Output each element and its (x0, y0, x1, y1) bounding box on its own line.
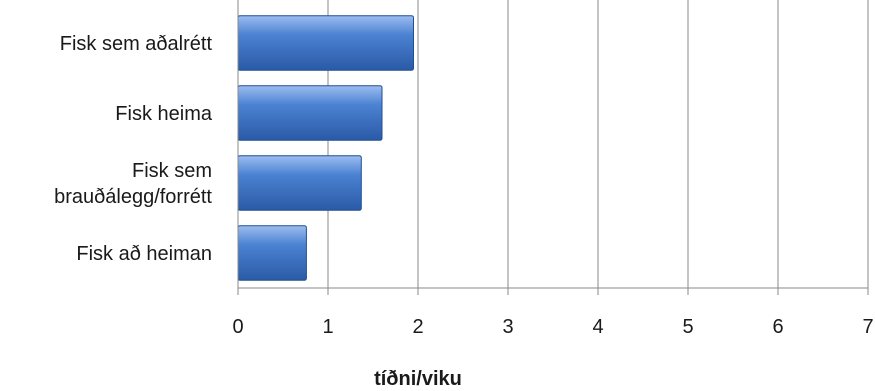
bars (238, 16, 414, 281)
bar (238, 226, 306, 281)
x-tick-label: 0 (232, 316, 243, 338)
category-label: Fisk sem aðalrétt (60, 33, 213, 55)
bar (238, 156, 361, 211)
x-tick-label: 5 (682, 316, 693, 338)
x-tick-label: 3 (502, 316, 513, 338)
category-label: Fisk að heiman (76, 243, 212, 265)
category-label: Fisk sem (132, 160, 212, 182)
x-tick-label: 1 (322, 316, 333, 338)
x-tick-label: 6 (772, 316, 783, 338)
bar (238, 86, 382, 141)
x-tick-label: 2 (412, 316, 423, 338)
labels: 0 1 2 3 4 5 6 7 Fisk sem aðalrétt Fisk heima Fisk … (54, 33, 873, 338)
category-label: brauðálegg/forrétt (54, 186, 212, 208)
category-label: Fisk heima (115, 103, 213, 125)
bar (238, 16, 414, 71)
x-tick-label: 4 (592, 316, 603, 338)
x-tick-label: 7 (862, 316, 873, 338)
x-axis-title: tíðni/viku (374, 368, 462, 390)
